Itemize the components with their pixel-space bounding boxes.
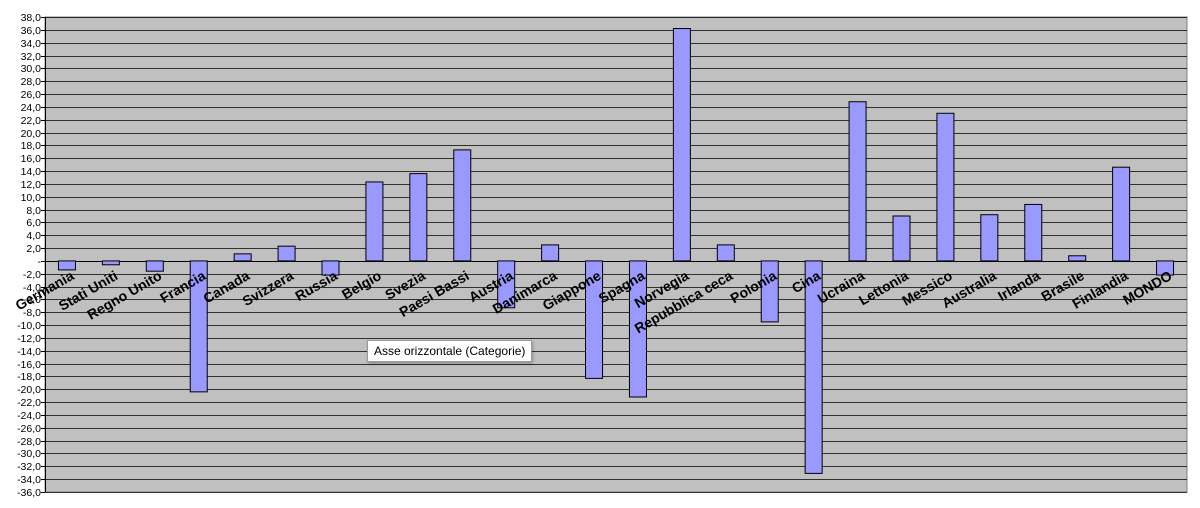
- y-tick-label: 14,0: [21, 166, 42, 178]
- y-tick-label: -20,0: [17, 384, 41, 396]
- y-tick-label: -18,0: [17, 371, 41, 383]
- y-tick-label: 4,0: [26, 230, 41, 242]
- plot-area: [44, 16, 1188, 493]
- y-tick-label: -30,0: [17, 448, 41, 460]
- y-tick-label: 8,0: [26, 205, 41, 217]
- y-tick-label: 6,0: [26, 217, 41, 229]
- y-tick-label: -: [38, 256, 42, 268]
- y-tick-label: 18,0: [21, 140, 42, 152]
- y-tick-label: -26,0: [17, 423, 41, 435]
- y-tick-label: 10,0: [21, 192, 42, 204]
- y-tick-label: -32,0: [17, 461, 41, 473]
- y-tick-label: 24,0: [21, 102, 42, 114]
- bar-3: [189, 260, 208, 393]
- y-tick-label: -24,0: [17, 410, 41, 422]
- bar-21: [980, 214, 999, 262]
- y-tick-label: 16,0: [21, 153, 42, 165]
- bar-1: [101, 260, 120, 266]
- bar-10: [497, 260, 516, 309]
- y-tick-label: 36,0: [21, 25, 42, 37]
- bar-13: [628, 260, 647, 398]
- bar-22: [1024, 203, 1043, 262]
- y-tick-label: -6,0: [23, 294, 41, 306]
- bar-18: [848, 101, 867, 262]
- y-tick-label: 20,0: [21, 128, 42, 140]
- y-tick-label: 12,0: [21, 179, 42, 191]
- bar-5: [277, 245, 296, 262]
- bar-8: [409, 173, 428, 262]
- bar-20: [936, 112, 955, 262]
- y-tick-label: 28,0: [21, 76, 42, 88]
- bar-14: [672, 28, 691, 262]
- bar-17: [804, 260, 823, 474]
- y-tick-label: 34,0: [21, 38, 42, 50]
- y-tick-label: -16,0: [17, 359, 41, 371]
- bar-11: [541, 244, 560, 262]
- y-tick-label: -36,0: [17, 487, 41, 499]
- y-tick-label: -34,0: [17, 474, 41, 486]
- bar-12: [585, 260, 604, 379]
- bar-9: [453, 149, 472, 262]
- bar-0: [57, 260, 76, 271]
- bar-25: [1156, 260, 1175, 276]
- bar-19: [892, 215, 911, 262]
- y-tick-label: -12,0: [17, 333, 41, 345]
- bar-2: [145, 260, 164, 272]
- bar-7: [365, 181, 384, 262]
- bar-15: [716, 244, 735, 262]
- y-tick-label: 30,0: [21, 63, 42, 75]
- y-tick-label: 2,0: [26, 243, 41, 255]
- bar-23: [1068, 255, 1087, 262]
- axis-tooltip: Asse orizzontale (Categorie): [367, 340, 533, 362]
- bar-16: [760, 260, 779, 323]
- y-tick-label: -4,0: [23, 282, 41, 294]
- y-tick-label: 32,0: [21, 51, 42, 63]
- bar-6: [321, 260, 340, 276]
- y-tick-label: 26,0: [21, 89, 42, 101]
- y-tick-label: 38,0: [21, 12, 42, 24]
- y-tick-label: -22,0: [17, 397, 41, 409]
- y-tick-label: -14,0: [17, 346, 41, 358]
- y-tick-label: -2,0: [23, 269, 41, 281]
- y-tick-label: -8,0: [23, 307, 41, 319]
- bar-24: [1112, 166, 1131, 262]
- y-tick-label: 22,0: [21, 115, 42, 127]
- y-tick-label: -10,0: [17, 320, 41, 332]
- y-tick-label: -28,0: [17, 436, 41, 448]
- bar-4: [233, 253, 252, 262]
